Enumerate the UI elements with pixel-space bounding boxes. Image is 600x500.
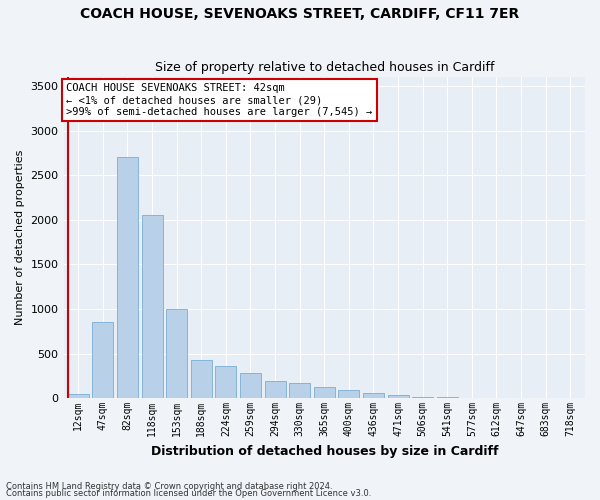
Bar xyxy=(314,386,335,398)
Bar xyxy=(363,393,384,398)
Text: Contains public sector information licensed under the Open Government Licence v3: Contains public sector information licen… xyxy=(6,489,371,498)
Title: Size of property relative to detached houses in Cardiff: Size of property relative to detached ho… xyxy=(155,62,494,74)
Bar xyxy=(437,397,458,398)
Y-axis label: Number of detached properties: Number of detached properties xyxy=(15,150,25,326)
Bar xyxy=(191,360,212,398)
Bar xyxy=(215,366,236,398)
Bar xyxy=(166,309,187,398)
Bar xyxy=(289,383,310,398)
Bar xyxy=(388,395,409,398)
Bar xyxy=(240,373,261,398)
Bar xyxy=(142,216,163,398)
X-axis label: Distribution of detached houses by size in Cardiff: Distribution of detached houses by size … xyxy=(151,444,498,458)
Text: COACH HOUSE, SEVENOAKS STREET, CARDIFF, CF11 7ER: COACH HOUSE, SEVENOAKS STREET, CARDIFF, … xyxy=(80,8,520,22)
Text: Contains HM Land Registry data © Crown copyright and database right 2024.: Contains HM Land Registry data © Crown c… xyxy=(6,482,332,491)
Bar xyxy=(68,394,89,398)
Bar xyxy=(412,397,433,398)
Bar xyxy=(338,390,359,398)
Bar xyxy=(92,322,113,398)
Bar xyxy=(117,158,138,398)
Bar xyxy=(265,380,286,398)
Text: COACH HOUSE SEVENOAKS STREET: 42sqm
← <1% of detached houses are smaller (29)
>9: COACH HOUSE SEVENOAKS STREET: 42sqm ← <1… xyxy=(66,84,373,116)
